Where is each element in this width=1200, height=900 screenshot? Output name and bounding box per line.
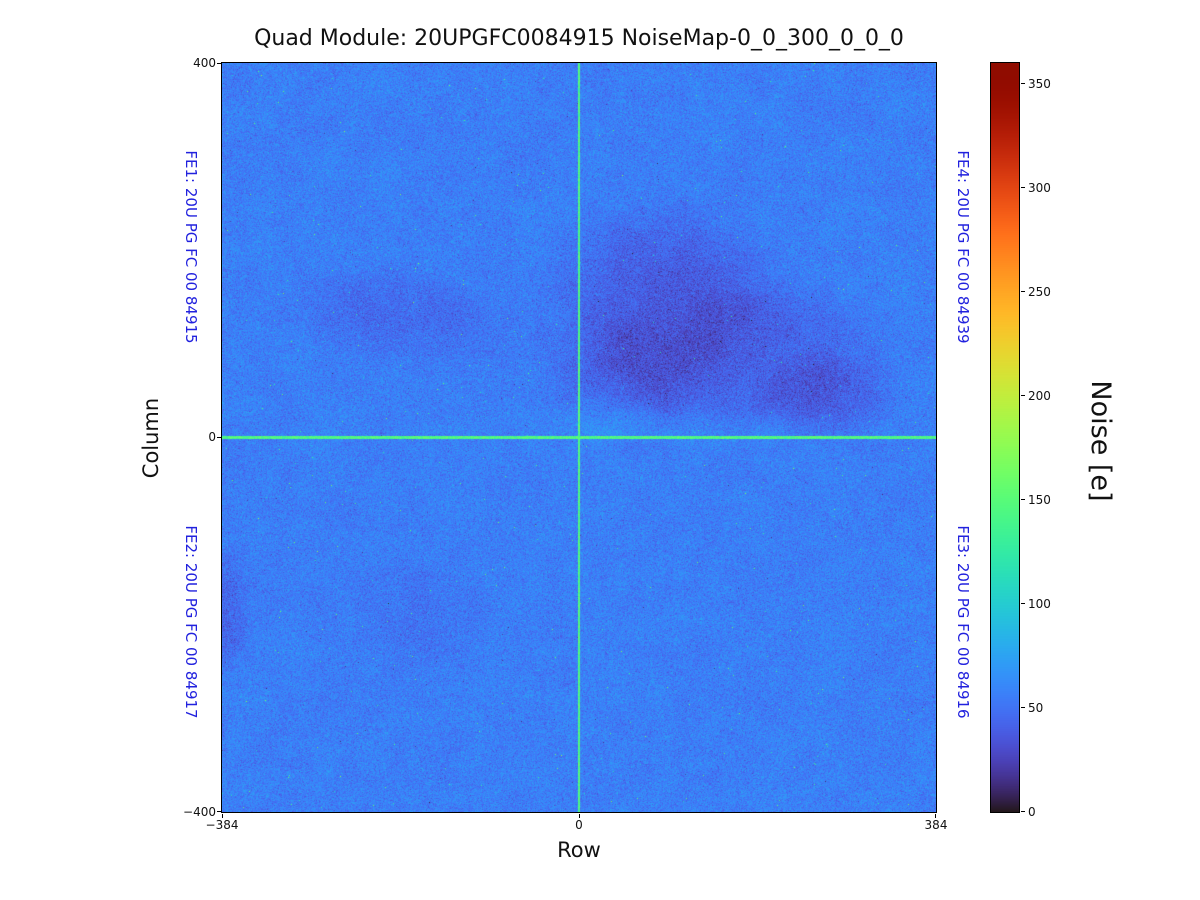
y-tick-mark: [217, 811, 221, 812]
x-tick-label: 0: [575, 818, 583, 832]
colorbar-tick-label: 200: [1028, 389, 1051, 403]
colorbar-tick-label: 100: [1028, 597, 1051, 611]
colorbar: [990, 62, 1020, 813]
fe3-chip-label: FE3: 20U PG FC 00 84916: [954, 525, 972, 719]
x-tick-label: 384: [924, 818, 948, 832]
colorbar-tick-mark: [1021, 187, 1025, 188]
colorbar-tick-mark: [1021, 499, 1025, 500]
colorbar-label: Noise [e]: [1085, 380, 1116, 502]
plot-title: Quad Module: 20UPGFC0084915 NoiseMap-0_0…: [254, 26, 904, 51]
colorbar-tick-mark: [1021, 291, 1025, 292]
colorbar-tick-label: 0: [1028, 805, 1036, 819]
colorbar-tick-mark: [1021, 707, 1025, 708]
y-tick-label: 0: [208, 430, 216, 444]
fe2-chip-label: FE2: 20U PG FC 00 84917: [182, 525, 200, 719]
colorbar-tick-mark: [1021, 811, 1025, 812]
y-axis-label: Column: [139, 397, 163, 479]
colorbar-tick-label: 150: [1028, 493, 1051, 507]
y-tick-label: −400: [183, 805, 216, 819]
colorbar-tick-label: 350: [1028, 77, 1051, 91]
colorbar-tick-mark: [1021, 395, 1025, 396]
x-tick-mark: [935, 814, 936, 818]
x-tick-label: −384: [205, 818, 239, 832]
y-tick-mark: [217, 63, 221, 64]
colorbar-canvas: [991, 63, 1019, 812]
colorbar-tick-label: 50: [1028, 701, 1044, 715]
colorbar-tick-label: 300: [1028, 181, 1051, 195]
y-tick-label: 400: [193, 56, 216, 70]
colorbar-tick-mark: [1021, 83, 1025, 84]
x-axis-label: Row: [557, 838, 601, 862]
colorbar-tick-label: 250: [1028, 285, 1051, 299]
y-tick-mark: [217, 437, 221, 438]
fe4-chip-label: FE4: 20U PG FC 00 84939: [954, 150, 972, 344]
colorbar-tick-mark: [1021, 603, 1025, 604]
x-tick-mark: [579, 814, 580, 818]
x-tick-mark: [222, 814, 223, 818]
heatmap-plot: [221, 62, 937, 813]
heatmap-canvas: [222, 63, 936, 812]
fe1-chip-label: FE1: 20U PG FC 00 84915: [182, 150, 200, 344]
